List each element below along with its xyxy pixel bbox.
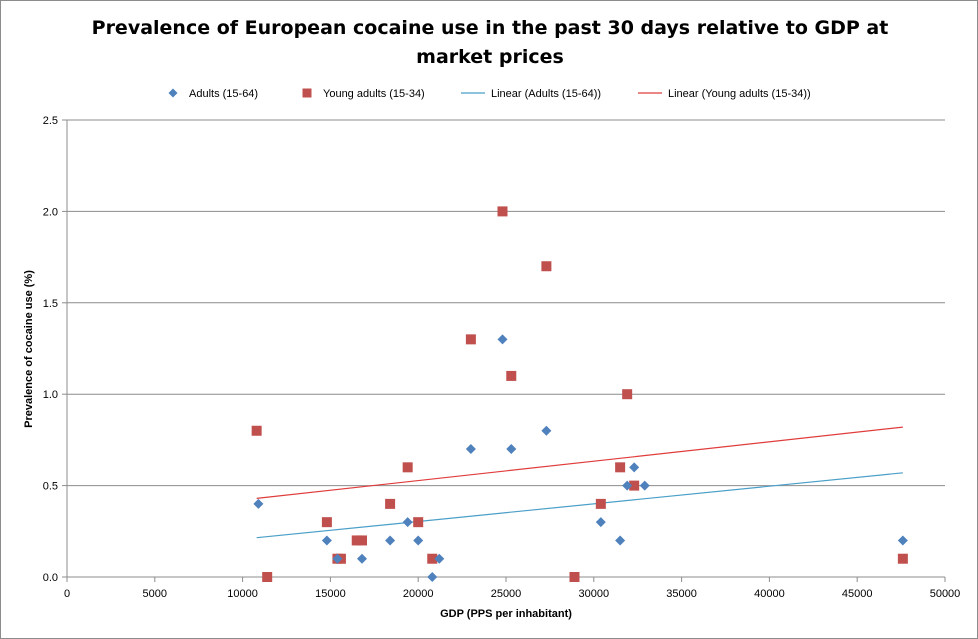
point-young-adults-17 [615,462,626,473]
legend-young-adults-marker [302,88,312,98]
data-points [251,206,908,582]
x-tick-label-2: 10000 [227,588,258,600]
point-young-adults-12 [497,206,508,217]
legend: Adults (15-64) Young adults (15-34) Linear… [168,88,811,100]
x-tick-label-1: 5000 [143,588,167,600]
point-adults-17 [639,480,650,491]
point-adults-7 [427,572,438,582]
x-axis-label: GDP (PPS per inhabitant) [440,608,572,620]
legend-linear-young-adults-label: Linear (Young adults (15-34)) [668,88,811,100]
chart-title-line-1: Prevalence of European cocaine use in th… [92,17,889,39]
x-tick-label-7: 35000 [666,588,697,600]
x-tick-label-6: 30000 [579,588,610,600]
point-young-adults-9 [413,517,424,528]
point-adults-15 [622,480,633,491]
point-adults-8 [434,553,445,564]
point-young-adults-6 [357,535,368,546]
point-adults-16 [629,462,640,473]
legend-adults-marker [168,88,178,98]
trendline-young-adults [256,426,903,499]
point-adults-11 [506,444,517,455]
legend-linear-adults-label: Linear (Adults (15-64)) [491,88,601,100]
point-adults-13 [595,517,606,528]
y-axis-label: Prevalence of cocaine use (%) [23,270,35,428]
y-tick-label-4: 2.0 [43,206,58,218]
point-young-adults-10 [427,553,438,564]
point-young-adults-19 [629,480,640,491]
point-young-adults-13 [506,370,517,381]
point-young-adults-11 [465,334,476,345]
y-tick-label-1: 0.5 [43,481,58,493]
point-young-adults-1 [262,572,273,582]
point-adults-0 [253,498,264,509]
legend-adults-label: Adults (15-64) [189,88,258,100]
legend-young-adults-label: Young adults (15-34) [323,88,425,100]
point-young-adults-2 [321,517,332,528]
x-tick-label-10: 50000 [930,588,961,600]
x-tick-label-0: 0 [64,588,70,600]
point-adults-14 [615,535,626,546]
point-young-adults-14 [541,261,552,272]
y-tick-label-2: 1.0 [43,389,58,401]
point-adults-3 [357,553,368,564]
point-young-adults-18 [622,389,633,400]
point-adults-10 [497,334,508,345]
trendlines [256,426,903,539]
point-adults-12 [541,425,552,436]
y-tick-label-0: 0.0 [43,572,58,584]
x-tick-label-4: 20000 [403,588,434,600]
point-adults-9 [465,444,476,455]
point-young-adults-15 [569,572,580,582]
x-tick-label-3: 15000 [315,588,346,600]
point-adults-4 [385,535,396,546]
point-adults-5 [402,517,413,528]
x-tick-label-5: 25000 [491,588,522,600]
y-tick-label-5: 2.5 [43,115,58,127]
point-young-adults-16 [595,498,606,509]
grid [67,119,945,487]
point-young-adults-20 [897,553,908,564]
point-young-adults-8 [402,462,413,473]
point-young-adults-7 [385,498,396,509]
point-adults-2 [332,553,343,564]
point-young-adults-5 [351,535,362,546]
point-adults-1 [321,535,332,546]
point-adults-6 [413,535,424,546]
point-young-adults-0 [251,425,262,436]
trendline-adults [256,472,903,539]
y-tick-label-3: 1.5 [43,298,58,310]
point-adults-18 [897,535,908,546]
axes [66,120,945,578]
x-tick-label-9: 45000 [842,588,873,600]
x-tick-label-8: 40000 [754,588,785,600]
ticks: 0.0 0.5 1.0 1.5 2.0 2.5 0 5000 10000 15000 20000 25… [43,115,961,600]
chart-title-line-2: market prices [416,46,564,68]
